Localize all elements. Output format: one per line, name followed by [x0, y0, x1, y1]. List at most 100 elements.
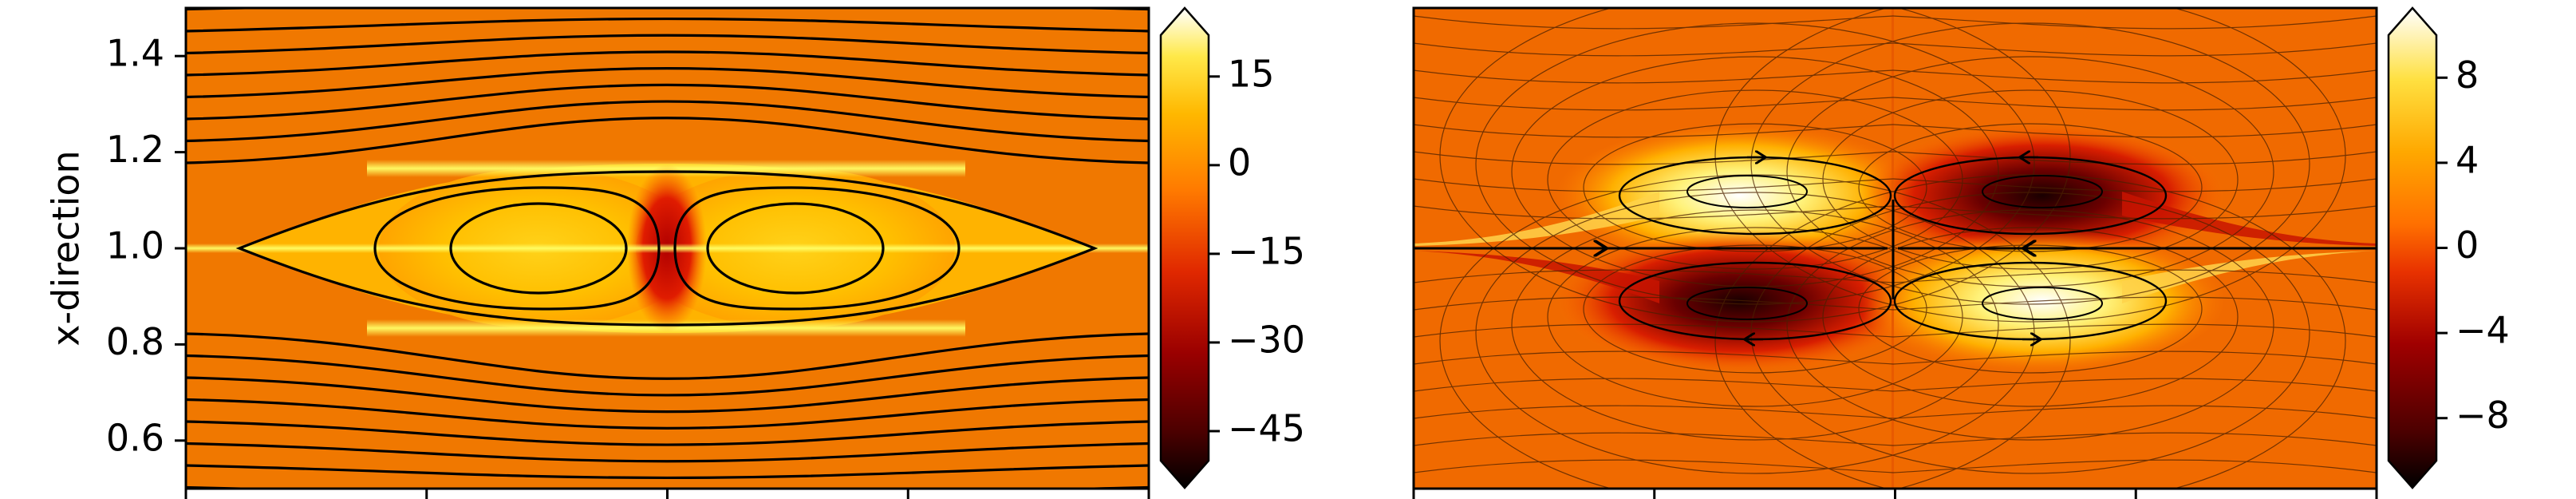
left-streamline — [186, 464, 1149, 480]
right-lobe-lower-left — [1556, 229, 1923, 373]
right-thin-streamline — [1414, 405, 1894, 419]
left-y-axis-label: x-direction — [45, 150, 88, 346]
left-streamlines — [186, 8, 1149, 489]
left-colorbar-tick-label: 0 — [1228, 141, 1251, 184]
left-streamline — [186, 50, 1149, 77]
right-thin-streamline — [1414, 350, 1894, 365]
right-center-streak-bottom — [1892, 249, 1894, 489]
right-thin-streamline — [1475, 22, 2035, 305]
right-thin-streamline — [1414, 124, 1894, 138]
left-heatmap-panel: 0.6 0.8 1.0 1.2 1.4 x-direction — [45, 6, 1150, 499]
right-thin-streamline — [1439, 174, 2071, 489]
left-colorbar-tick-label: −15 — [1228, 229, 1305, 272]
right-thin-streamline — [1892, 432, 2377, 446]
right-thin-streamline — [1547, 89, 1963, 270]
right-thin-streamline — [1786, 56, 2274, 287]
right-thin-streamline — [1892, 69, 2377, 84]
right-center-streak-top — [1892, 8, 1894, 248]
left-separatrix — [235, 170, 1099, 327]
left-streamline — [186, 420, 1149, 446]
right-thin-streamline — [1414, 69, 1894, 84]
left-streamline — [186, 117, 1149, 164]
right-thin-streamline — [1892, 124, 2377, 138]
right-thin-streamline — [1786, 209, 2274, 441]
left-centerline-streak — [186, 244, 1149, 253]
right-colorbar-tick-label: 4 — [2456, 138, 2479, 181]
right-thin-streamline — [1892, 459, 2377, 473]
right-thin-streamline — [1892, 296, 2377, 311]
left-streamline — [186, 83, 1149, 121]
right-x-axis — [1412, 489, 2378, 499]
left-vortex-inner-right — [706, 202, 885, 295]
left-colorbar-tick-label: 15 — [1228, 52, 1275, 95]
right-thin-streamline — [1892, 378, 2377, 392]
right-thin-streamline — [1892, 405, 2377, 419]
right-colorbar-body — [2387, 6, 2438, 489]
right-right-tail-lower — [2122, 251, 2377, 303]
right-left-tail-lower — [1414, 251, 1659, 303]
right-thin-streamline — [1414, 15, 1894, 30]
right-colorbar-tick-label: −4 — [2456, 309, 2510, 352]
right-thin-streamline — [1414, 296, 1894, 311]
right-thin-streamline — [1439, 8, 2071, 323]
right-lobe-upper-right — [1859, 124, 2226, 267]
right-colorbar-tick-label: 8 — [2456, 53, 2479, 97]
left-streamline — [186, 67, 1149, 99]
right-thin-streamline — [1511, 56, 1999, 287]
right-thin-streamline — [1892, 42, 2377, 57]
left-vortex-outer-right — [673, 186, 961, 311]
left-colorbar-body — [1159, 6, 1210, 489]
left-y-tick-label: 0.8 — [106, 320, 164, 363]
right-colorbar-tick-label: −8 — [2456, 394, 2510, 437]
right-thin-streamline — [1547, 227, 1963, 407]
right-thin-streamline — [1892, 151, 2377, 165]
right-thin-streamline — [1414, 378, 1894, 392]
left-streamline — [186, 354, 1149, 397]
right-thin-streamline — [1822, 89, 2239, 270]
right-thin-streamline — [1892, 15, 2377, 30]
left-y-axis: 0.6 0.8 1.0 1.2 1.4 — [106, 32, 186, 459]
right-thin-streamline — [1714, 174, 2346, 489]
right-loop-inner-lower-left — [1686, 287, 1808, 320]
right-thin-streamline — [1414, 151, 1894, 165]
right-loop-inner-lower-right — [1982, 287, 2103, 320]
right-thin-streamline — [1583, 123, 1927, 252]
left-colorbar-tick-label: −45 — [1228, 406, 1305, 449]
right-heatmap-panel — [1412, 6, 2378, 499]
left-y-tick-label: 1.2 — [106, 128, 164, 171]
left-vortex-inner-left — [449, 202, 628, 295]
left-streamline — [186, 376, 1149, 414]
left-streamline — [186, 34, 1149, 55]
left-colorbar-tick-label: −30 — [1228, 318, 1305, 361]
right-thin-streamline — [1414, 178, 1894, 192]
left-streamline — [186, 332, 1149, 380]
right-colorbar-ticks: 8 4 0 −4 −8 — [2436, 53, 2510, 437]
left-vortex-outer-left — [373, 186, 661, 311]
right-thin-streamline — [1892, 205, 2377, 220]
left-streamline — [186, 100, 1149, 143]
left-streamline — [186, 17, 1149, 33]
right-colorbar: 8 4 0 −4 −8 — [2387, 6, 2510, 489]
right-thin-streamline — [1414, 42, 1894, 57]
right-lobe-upper-left-glow — [1556, 124, 1923, 267]
right-thin-streamline — [1414, 459, 1894, 473]
right-thin-streamline — [1414, 97, 1894, 111]
right-streamlines — [1414, 8, 2377, 489]
right-thin-streamline — [1583, 244, 1927, 374]
left-streamline — [186, 442, 1149, 463]
right-thin-streamline — [1892, 350, 2377, 365]
right-thin-streamline — [1414, 205, 1894, 220]
right-thin-streamline — [1892, 269, 2377, 283]
left-y-tick-label: 1.0 — [106, 224, 164, 267]
left-y-tick-label: 0.6 — [106, 416, 164, 459]
right-thin-streamline — [1750, 22, 2310, 305]
right-loop-inner-upper-right — [1982, 175, 2103, 208]
left-colorbar: 15 0 −15 −30 −45 — [1159, 6, 1305, 489]
right-thin-streamline — [1892, 178, 2377, 192]
left-x-axis — [184, 489, 1150, 499]
right-loop-inner-upper-left — [1686, 175, 1808, 208]
right-colorbar-tick-label: 0 — [2456, 224, 2479, 267]
left-colorbar-ticks: 15 0 −15 −30 −45 — [1209, 52, 1305, 449]
left-streamline — [186, 398, 1149, 430]
